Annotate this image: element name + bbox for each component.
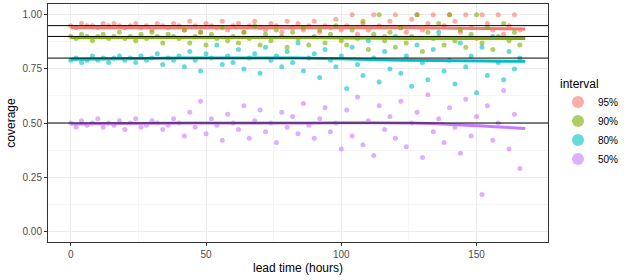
svg-text:lead time (hours): lead time (hours) [253, 261, 343, 275]
svg-text:0.50: 0.50 [23, 118, 43, 129]
svg-text:100: 100 [333, 249, 350, 260]
svg-text:95%: 95% [598, 97, 618, 108]
svg-text:1.00: 1.00 [23, 9, 43, 20]
svg-text:0: 0 [68, 249, 74, 260]
svg-text:coverage: coverage [4, 98, 18, 148]
svg-text:interval: interval [560, 77, 599, 91]
svg-text:50%: 50% [598, 154, 618, 165]
svg-text:0.25: 0.25 [23, 172, 43, 183]
svg-text:80%: 80% [598, 135, 618, 146]
svg-text:90%: 90% [598, 116, 618, 127]
svg-text:50: 50 [200, 249, 212, 260]
svg-text:0.75: 0.75 [23, 63, 43, 74]
svg-text:0.00: 0.00 [23, 226, 43, 237]
svg-text:150: 150 [468, 249, 485, 260]
